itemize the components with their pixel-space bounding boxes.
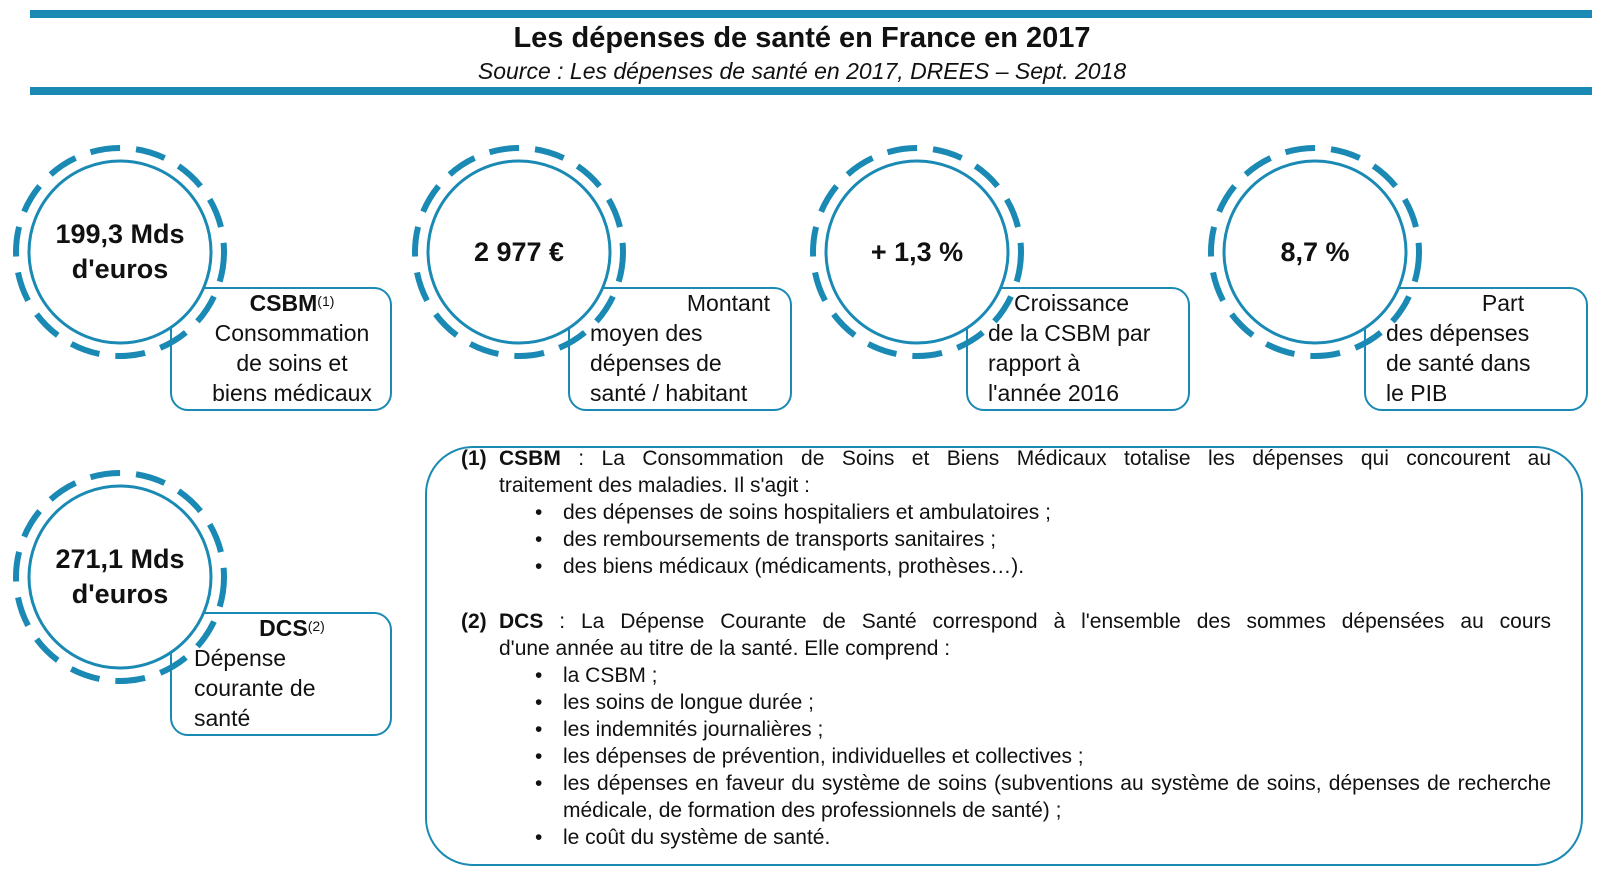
list-item: les soins de longue durée ; (499, 689, 1551, 716)
definition-term: CSBM (499, 447, 561, 470)
indicator-circle-gdp-share: 8,7 % (1208, 145, 1422, 359)
list-item: les dépenses de prévention, individuelle… (499, 743, 1551, 770)
list-item: les indemnités journalières ; (499, 716, 1551, 743)
indicator-circle-per-inhabitant: 2 977 € (412, 145, 626, 359)
indicator-label-line: Montant (686, 290, 770, 316)
indicator-label-line: santé (194, 705, 251, 731)
indicator-value-unit: d'euros (71, 254, 169, 284)
indicator-circle-growth: + 1,3 % (810, 145, 1024, 359)
indicator-label-line: courante de (194, 675, 316, 701)
indicator-label-line: dépenses de (590, 350, 722, 376)
source-subtitle: Source : Les dépenses de santé en 2017, … (477, 58, 1127, 84)
list-item: le coût du système de santé. (499, 824, 1551, 851)
list-item: des remboursements de transports sanitai… (499, 526, 1551, 553)
indicator-circle-dcs: 271,1 Mds d'euros (13, 470, 227, 684)
indicator-label-box-csbm: CSBM(1) Consommation de soins et biens m… (170, 287, 392, 411)
definition-text: : La Dépense Courante de Santé correspon… (543, 610, 1551, 633)
indicator-label-line: de santé dans (1386, 350, 1531, 376)
definition-text: : La Consommation de Soins et Biens Médi… (560, 447, 1551, 470)
indicator-value: 199,3 Mds (55, 219, 185, 249)
indicator-label-line: moyen des (590, 320, 703, 346)
definition-text-continued: traitement des maladies. Il s'agit : (499, 474, 810, 497)
indicator-label-line: des dépenses (1386, 320, 1530, 346)
indicator-circle-csbm: 199,3 Mds d'euros (13, 145, 227, 359)
definition-list: des dépenses de soins hospitaliers et am… (461, 499, 1551, 580)
definition-list: la CSBM ; les soins de longue durée ; le… (461, 662, 1551, 851)
indicator-label-line: de la CSBM par (988, 320, 1151, 346)
indicator-label-line: le PIB (1386, 380, 1448, 406)
definition-text-continued: d'une année au titre de la santé. Elle c… (499, 637, 951, 660)
indicator-label-line: rapport à (988, 350, 1081, 376)
indicator-label-line: Croissance (1014, 290, 1130, 316)
footnote-ref: (1) (317, 293, 335, 309)
indicator-label-line: Part (1481, 290, 1525, 316)
list-item: la CSBM ; (499, 662, 1551, 689)
indicator-value: 271,1 Mds (55, 544, 185, 574)
footnote-number: (2) (461, 610, 487, 633)
indicator-value: 8,7 % (1280, 236, 1350, 267)
header-bottom-rule (30, 87, 1592, 95)
footnote-ref: (2) (307, 618, 325, 634)
indicator-label-line: santé / habitant (590, 380, 748, 406)
indicator-value: 2 977 € (473, 236, 565, 267)
page-title: Les dépenses de santé en France en 2017 (513, 22, 1091, 54)
definition-dcs: (2) DCS : La Dépense Courante de Santé co… (461, 608, 1551, 851)
indicator-label-line: de soins et (236, 350, 348, 376)
indicator-value-unit: d'euros (71, 579, 169, 609)
indicator-label-line: Dépense (194, 645, 287, 671)
list-item: des biens médicaux (médicaments, prothès… (499, 553, 1551, 580)
definition-term: DCS (499, 610, 544, 633)
list-item: des dépenses de soins hospitaliers et am… (499, 499, 1551, 526)
indicator-label-line: Consommation (214, 320, 370, 346)
indicator-acronym: CSBM (249, 290, 318, 316)
indicator-label-line: l'année 2016 (988, 380, 1120, 406)
top-rule (30, 10, 1592, 18)
indicator-label-box-per-inhabitant: Montant moyen des dépenses de santé / ha… (568, 287, 792, 411)
indicator-label-line: biens médicaux (212, 380, 372, 406)
definitions-box: (1) CSBM : La Consommation de Soins et Bi… (425, 446, 1583, 866)
definition-csbm: (1) CSBM : La Consommation de Soins et Bi… (461, 445, 1551, 580)
indicator-acronym: DCS (259, 615, 308, 641)
indicator-value: + 1,3 % (870, 236, 964, 267)
list-item: les dépenses en faveur du système de soi… (499, 770, 1551, 824)
footnote-number: (1) (461, 447, 487, 470)
